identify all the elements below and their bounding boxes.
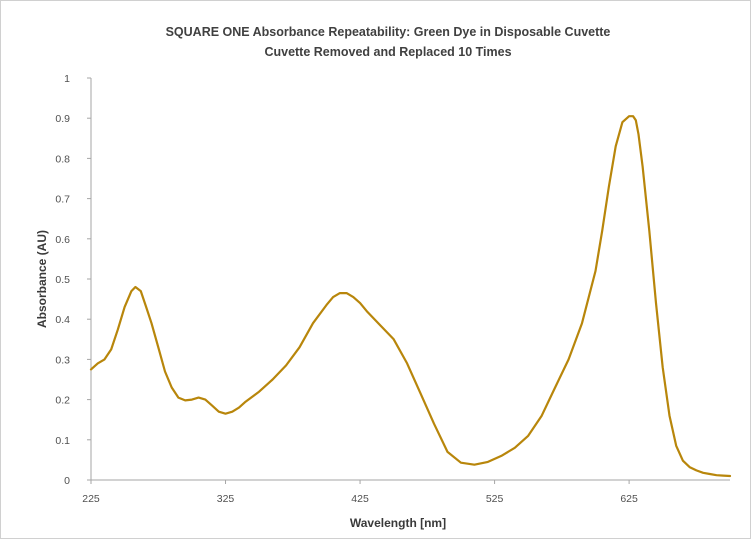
plot-area: 0 0.1 0.2 0.3 0.4 0.5 0.6 0.7 0.8 0.9 1 225 325 425 52… — [55, 73, 732, 505]
chart-title: SQUARE ONE Absorbance Repeatability: Gre… — [166, 25, 611, 39]
y-tick-label: 1 — [64, 73, 70, 85]
chart-subtitle: Cuvette Removed and Replaced 10 Times — [264, 45, 511, 59]
x-axis-title: Wavelength [nm] — [350, 516, 446, 530]
y-tick-label: 0.1 — [55, 435, 70, 447]
y-tick-label: 0.9 — [55, 113, 70, 125]
x-tick-label: 625 — [620, 493, 638, 505]
x-tick-label: 525 — [486, 493, 504, 505]
y-tick-label: 0.2 — [55, 395, 70, 407]
y-tick-label: 0.5 — [55, 274, 70, 286]
x-tick-label: 325 — [217, 493, 235, 505]
y-tick-label: 0.3 — [55, 354, 70, 366]
series-line-0 — [89, 115, 732, 478]
y-tick-label: 0.7 — [55, 194, 70, 206]
y-tick-label: 0.6 — [55, 234, 70, 246]
y-tick-label: 0 — [64, 475, 70, 487]
y-axis-title: Absorbance (AU) — [35, 230, 49, 328]
x-tick-label: 425 — [351, 493, 369, 505]
x-tick-label: 225 — [82, 493, 100, 505]
y-tick-label: 0.4 — [55, 314, 70, 326]
y-tick-label: 0.8 — [55, 153, 70, 165]
